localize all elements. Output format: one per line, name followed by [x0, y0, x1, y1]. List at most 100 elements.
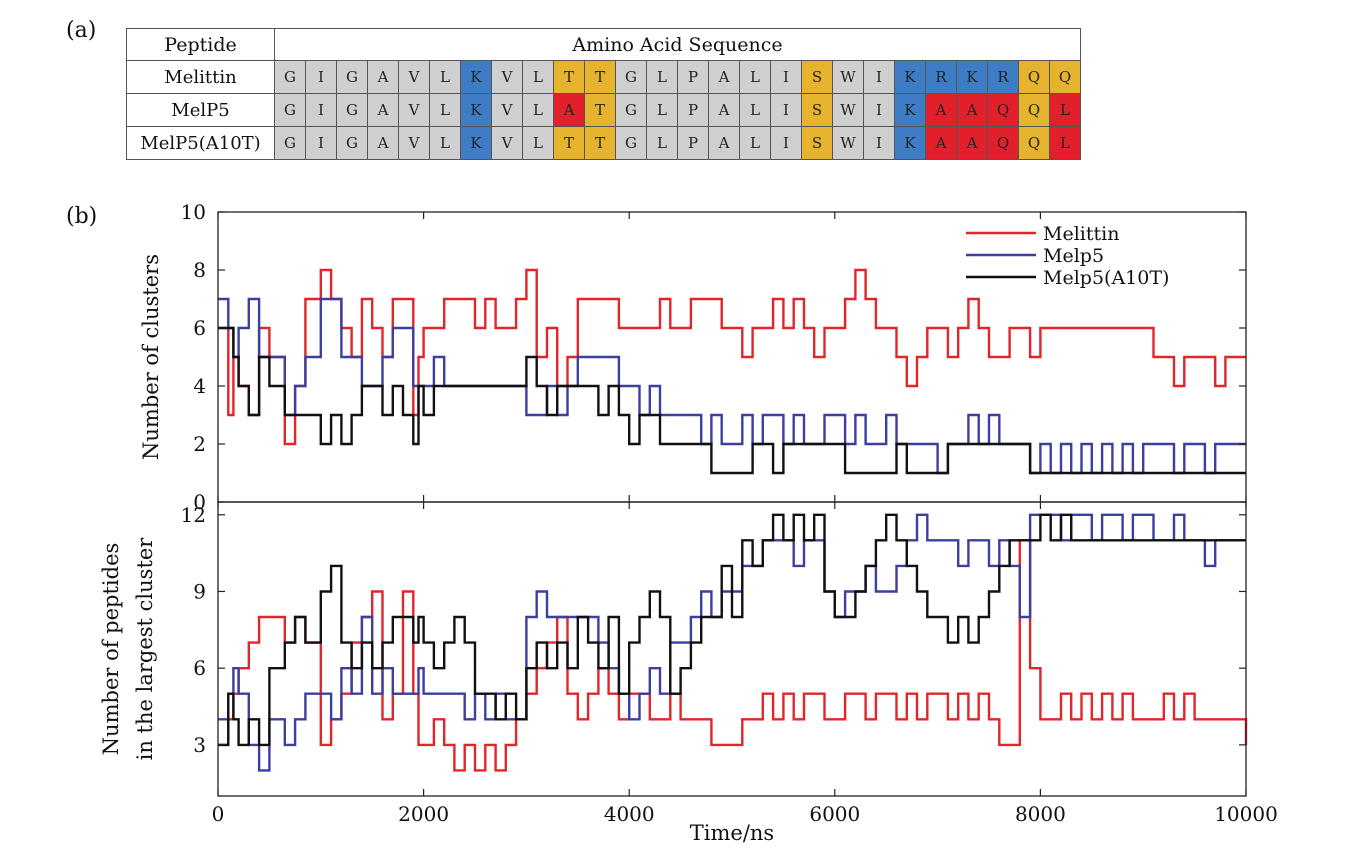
residue-cell: A [925, 126, 957, 160]
residue-cell: K [894, 126, 926, 160]
residue-cell: G [336, 60, 368, 94]
peptide-row-melittin: Melittin G I G A V L K V L T T G L P A L… [126, 60, 1081, 94]
residue-cell: L [646, 126, 678, 160]
residue-cell: Q [1018, 126, 1050, 160]
residue-cell: A [367, 126, 399, 160]
residue-cell: T [584, 60, 616, 94]
x-tick-label: 8000 [1015, 802, 1066, 826]
residue-cell: V [491, 93, 523, 127]
residue-cell: G [274, 126, 306, 160]
clusters-chart: 0 2 4 6 8 10 Number of clusters MelittinMelp5Me… [139, 200, 1247, 514]
residue-cell: I [770, 126, 802, 160]
residue-cell: S [801, 126, 833, 160]
y-tick-label: 8 [193, 258, 206, 282]
peptide-name: MelP5 [126, 93, 275, 127]
residue-cell: L [429, 60, 461, 94]
y-tick-label: 6 [193, 656, 206, 680]
residue-cell: K [460, 93, 492, 127]
residue-cell: A [708, 126, 740, 160]
series-line-0 [218, 268, 1246, 446]
residue-cell: G [615, 93, 647, 127]
residue-cell: L [739, 126, 771, 160]
panel-a-label: (a) [66, 18, 97, 43]
residue-cell: L [739, 93, 771, 127]
residue-cell: L [739, 60, 771, 94]
residue-cell: P [677, 60, 709, 94]
residue-cell: K [460, 126, 492, 160]
residue-cell: V [491, 60, 523, 94]
residue-cell: Q [1018, 60, 1050, 94]
residue-cell: I [863, 60, 895, 94]
residue-cell: G [336, 93, 368, 127]
x-tick-label: 2000 [398, 802, 449, 826]
residue-cell: A [925, 93, 957, 127]
y-tick-label: 12 [181, 503, 206, 527]
residue-cell: K [894, 93, 926, 127]
largest-cluster-chart: 3 6 9 12 0 2000 4000 6000 8000 10000 Time/ns Number… [99, 501, 1278, 845]
series-line-2 [218, 513, 1246, 747]
residue-cell: P [677, 126, 709, 160]
residue-cell: I [305, 60, 337, 94]
header-peptide: Peptide [126, 28, 275, 61]
residue-cell: L [522, 60, 554, 94]
legend-label: Melp5 [1043, 245, 1104, 267]
y-axis-label-line2: in the largest cluster [133, 537, 157, 761]
residue-cell: L [646, 93, 678, 127]
residue-cell: R [987, 60, 1019, 94]
residue-cell: Q [1018, 93, 1050, 127]
residue-cell: A [956, 93, 988, 127]
x-tick-label: 0 [212, 802, 225, 826]
residue-cell: R [925, 60, 957, 94]
residue-cell: W [832, 60, 864, 94]
y-tick-label: 2 [193, 432, 206, 456]
x-tick-label: 6000 [809, 802, 860, 826]
y-tick-label: 10 [181, 200, 206, 224]
residue-cell: V [398, 60, 430, 94]
residue-cell: L [1049, 126, 1081, 160]
residue-cell: A [708, 60, 740, 94]
residue-cell: K [894, 60, 926, 94]
residue-cell: Q [987, 126, 1019, 160]
residue-cell: V [398, 126, 430, 160]
residue-cell: I [863, 93, 895, 127]
x-axis-label: Time/ns [690, 821, 774, 845]
y-tick-label: 4 [193, 374, 206, 398]
y-axis-label: Number of clusters [139, 254, 163, 460]
residue-cell: S [801, 60, 833, 94]
residue-cell: G [615, 126, 647, 160]
residue-cell: W [832, 126, 864, 160]
residue-cell: G [615, 60, 647, 94]
residue-cell: L [429, 126, 461, 160]
y-tick-label: 6 [193, 316, 206, 340]
residue-cell: Q [1049, 60, 1081, 94]
residue-cell: I [770, 93, 802, 127]
header-amino-acid-sequence: Amino Acid Sequence [274, 28, 1081, 61]
residue-cell: T [553, 126, 585, 160]
y-tick-label: 0 [193, 490, 206, 514]
x-tick-label: 10000 [1214, 802, 1278, 826]
residue-cell: I [305, 93, 337, 127]
residue-cell: A [367, 60, 399, 94]
residue-cell: T [553, 60, 585, 94]
residue-cell: L [646, 60, 678, 94]
residue-cell: I [770, 60, 802, 94]
panel-b-label: (b) [66, 204, 98, 229]
peptide-name: MelP5(A10T) [126, 126, 275, 160]
residue-cell: Q [987, 93, 1019, 127]
series-line-2 [218, 326, 1246, 475]
residue-cell: G [274, 93, 306, 127]
y-tick-label: 9 [193, 579, 206, 603]
series-line-0 [218, 539, 1248, 772]
residue-cell: A [956, 126, 988, 160]
residue-cell: G [336, 126, 368, 160]
residue-cell: I [863, 126, 895, 160]
residue-cell: L [522, 126, 554, 160]
peptide-name: Melittin [126, 60, 275, 94]
amino-acid-sequence-table: Peptide Amino Acid Sequence Melittin G I… [126, 28, 1081, 160]
residue-cell: V [491, 126, 523, 160]
residue-cell: I [305, 126, 337, 160]
residue-cell: G [274, 60, 306, 94]
residue-cell: K [956, 60, 988, 94]
residue-cell: P [677, 93, 709, 127]
